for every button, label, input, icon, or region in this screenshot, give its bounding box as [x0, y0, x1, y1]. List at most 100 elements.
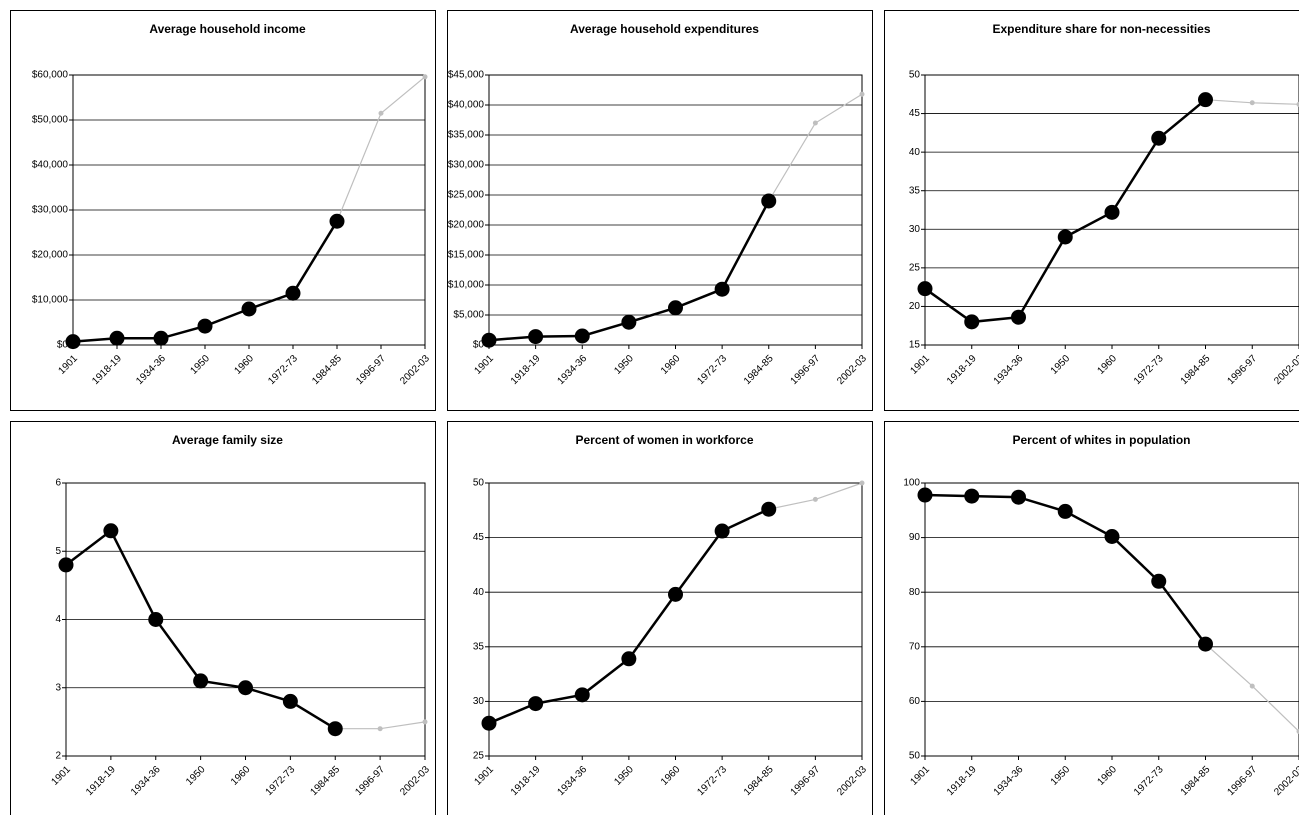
data-point — [1057, 503, 1073, 519]
series-line — [65, 529, 426, 730]
data-point — [481, 332, 497, 348]
data-point — [1296, 101, 1299, 107]
x-tick-label: 1996-97 — [353, 764, 387, 798]
x-tick-label: 1934-36 — [129, 764, 163, 798]
data-point — [153, 330, 169, 346]
plot-area — [924, 482, 1299, 757]
data-point — [285, 285, 301, 301]
data-point — [193, 673, 209, 689]
x-tick-label: 1901 — [472, 353, 496, 377]
x-tick-label: 1918-19 — [84, 764, 118, 798]
y-tick-label: 50 — [473, 478, 485, 489]
y-tick-label: $40,000 — [448, 100, 485, 111]
y-tick-label: 80 — [909, 587, 921, 598]
data-point — [528, 696, 544, 712]
x-tick-label: 1984-85 — [310, 353, 344, 387]
x-tick-label: 1960 — [229, 764, 253, 788]
x-tick-label: 1901 — [908, 764, 932, 788]
x-tick-label: 2002-03 — [398, 764, 432, 798]
y-tick-label: $5,000 — [453, 310, 484, 321]
data-point — [621, 314, 637, 330]
data-point — [378, 110, 384, 116]
y-tick-label: 25 — [473, 751, 485, 762]
x-tick-label: 1934-36 — [992, 764, 1026, 798]
x-tick-label: 1934-36 — [992, 353, 1026, 387]
x-tick-label: 1996-97 — [1226, 353, 1260, 387]
data-point — [1011, 489, 1026, 505]
y-tick-label: $50,000 — [32, 115, 69, 126]
y-tick-label: 70 — [909, 641, 921, 652]
x-tick-label: 1950 — [184, 764, 208, 788]
x-tick-label: 1950 — [188, 353, 212, 377]
y-tick-label: 45 — [473, 532, 485, 543]
x-tick-label: 1984-85 — [1179, 353, 1213, 387]
data-point — [1151, 573, 1167, 589]
x-tick-label: 1960 — [232, 353, 256, 377]
data-point — [574, 687, 590, 703]
x-tick-label: 1972-73 — [266, 353, 300, 387]
data-point — [282, 693, 298, 709]
x-tick-label: 1918-19 — [945, 353, 979, 387]
data-point — [668, 300, 683, 316]
data-point — [238, 680, 253, 696]
x-tick-label: 2002-03 — [398, 353, 432, 387]
data-point — [859, 91, 865, 97]
x-tick-label: 1918-19 — [90, 353, 124, 387]
y-tick-label: 4 — [55, 614, 61, 625]
data-point — [761, 501, 777, 517]
y-tick-label: 6 — [55, 478, 61, 489]
x-tick-label: 2002-03 — [1272, 764, 1299, 798]
x-tick-label: 1950 — [1049, 764, 1073, 788]
data-point — [917, 487, 933, 503]
data-point — [481, 715, 497, 731]
y-tick-label: 5 — [55, 546, 61, 557]
data-point — [1198, 92, 1213, 108]
y-tick-label: $60,000 — [32, 70, 69, 81]
data-point — [1011, 309, 1026, 325]
data-point — [197, 318, 213, 334]
x-tick-label: 1960 — [1095, 764, 1119, 788]
x-tick-label: 1972-73 — [264, 764, 298, 798]
x-tick-label: 1950 — [612, 353, 636, 377]
y-tick-label: $0 — [57, 340, 69, 351]
y-tick-label: $25,000 — [448, 190, 485, 201]
data-point — [964, 314, 980, 330]
x-tick-label: 1996-97 — [354, 353, 388, 387]
data-point — [528, 329, 544, 345]
x-tick-label: 1950 — [612, 764, 636, 788]
x-tick-label: 1960 — [659, 353, 683, 377]
x-tick-label: 1972-73 — [1132, 353, 1166, 387]
y-tick-label: 40 — [909, 147, 921, 158]
data-point — [327, 721, 343, 737]
y-tick-label: 35 — [473, 641, 485, 652]
data-point — [1151, 130, 1167, 146]
x-tick-label: 1960 — [659, 764, 683, 788]
x-tick-label: 1984-85 — [1179, 764, 1213, 798]
data-point — [812, 120, 818, 126]
y-tick-label: 60 — [909, 696, 921, 707]
plot-area — [488, 482, 863, 757]
y-tick-label: $20,000 — [448, 220, 485, 231]
x-tick-label: 1901 — [472, 764, 496, 788]
data-point — [1104, 529, 1120, 545]
chart-title: Percent of whites in population — [1012, 433, 1190, 447]
data-point — [1198, 636, 1213, 652]
y-tick-label: 35 — [909, 185, 921, 196]
y-tick-label: $45,000 — [448, 70, 485, 81]
chart-title: Expenditure share for non-necessities — [992, 22, 1210, 36]
panel-frame — [10, 10, 436, 411]
panel-frame — [447, 10, 873, 411]
data-point — [859, 480, 865, 486]
x-tick-label: 1934-36 — [556, 764, 590, 798]
data-point — [65, 334, 81, 350]
panel-frame — [447, 421, 873, 815]
y-tick-label: $0 — [473, 340, 485, 351]
x-tick-label: 2002-03 — [1272, 353, 1299, 387]
y-tick-label: 50 — [909, 70, 921, 81]
x-tick-label: 2002-03 — [835, 764, 869, 798]
data-point — [621, 651, 637, 667]
y-tick-label: 30 — [473, 696, 485, 707]
y-tick-label: $35,000 — [448, 130, 485, 141]
y-tick-label: $20,000 — [32, 250, 69, 261]
